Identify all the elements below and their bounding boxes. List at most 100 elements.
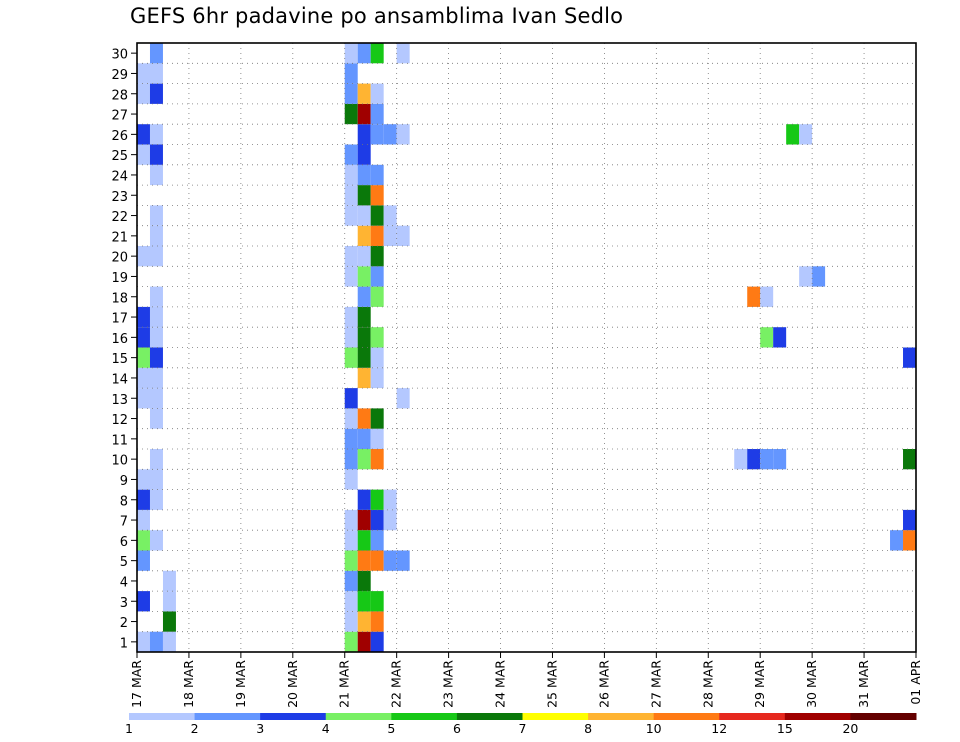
- heatmap-cell: [149, 225, 163, 246]
- heatmap-cell: [747, 449, 761, 470]
- heatmap-cell: [370, 124, 384, 145]
- heatmap-cell: [357, 428, 371, 449]
- heatmap-cell: [149, 63, 163, 84]
- heatmap-cell: [137, 489, 150, 510]
- y-tick-label: 5: [120, 555, 128, 570]
- heatmap-cell: [812, 266, 826, 287]
- heatmap-cell: [799, 266, 813, 287]
- heatmap-cell: [903, 449, 916, 470]
- heatmap-cell: [357, 631, 371, 652]
- y-tick-label: 16: [111, 332, 128, 347]
- heatmap-cell: [149, 246, 163, 267]
- colorbar-label: 12: [711, 721, 727, 736]
- heatmap-cell: [357, 611, 371, 632]
- heatmap-cell: [760, 449, 774, 470]
- x-tick-label: 18 MAR: [181, 660, 196, 708]
- heatmap-cells: [137, 43, 916, 652]
- heatmap-cell: [357, 367, 371, 389]
- y-tick-label: 13: [111, 393, 128, 408]
- heatmap-cell: [357, 570, 371, 592]
- colorbar-label: 7: [519, 721, 527, 736]
- y-tick-label: 12: [111, 413, 128, 428]
- heatmap-cell: [370, 631, 384, 652]
- heatmap-cell: [137, 246, 150, 267]
- heatmap-cell: [383, 550, 397, 571]
- y-tick-label: 19: [111, 271, 128, 286]
- x-tick-label: 25 MAR: [544, 660, 559, 708]
- heatmap-cell: [357, 591, 371, 612]
- heatmap-cell: [344, 388, 358, 409]
- heatmap-cell: [370, 509, 384, 531]
- colorbar-segment: [456, 713, 523, 720]
- y-tick-label: 18: [111, 291, 128, 306]
- y-tick-label: 4: [120, 575, 128, 590]
- heatmap-cell: [370, 286, 384, 307]
- heatmap-cell: [357, 246, 371, 267]
- y-tick-label: 14: [111, 372, 128, 387]
- heatmap-cell: [370, 489, 384, 510]
- colorbar-segment: [260, 713, 327, 720]
- colorbar-segment: [588, 713, 655, 720]
- colorbar-segment: [129, 713, 196, 720]
- y-tick-label: 27: [111, 109, 128, 124]
- heatmap-cell: [344, 83, 358, 104]
- heatmap-cell: [370, 367, 384, 389]
- heatmap-cell: [137, 367, 150, 389]
- x-tick-label: 30 MAR: [804, 660, 819, 708]
- heatmap-cell: [370, 550, 384, 571]
- heatmap-cell: [383, 225, 397, 246]
- heatmap-cell: [370, 103, 384, 125]
- heatmap-cell: [149, 530, 163, 551]
- heatmap-cell: [344, 246, 358, 267]
- heatmap-cell: [370, 449, 384, 470]
- heatmap-cell: [344, 144, 358, 165]
- y-tick-label: 8: [120, 494, 128, 509]
- heatmap-cell: [344, 185, 358, 206]
- y-tick-label: 24: [111, 169, 128, 184]
- heatmap-cell: [357, 408, 371, 429]
- x-tick-label: 22 MAR: [389, 660, 404, 708]
- x-tick-label: 17 MAR: [129, 660, 144, 708]
- heatmap-cell: [370, 43, 384, 64]
- heatmap-cell: [357, 124, 371, 145]
- y-tick-label: 2: [120, 616, 128, 631]
- heatmap-cell: [357, 449, 371, 470]
- x-tick-label: 21 MAR: [337, 660, 352, 708]
- heatmap-cell: [162, 631, 176, 652]
- y-tick-label: 11: [111, 433, 128, 448]
- heatmap-cell: [344, 327, 358, 348]
- heatmap-cell: [357, 327, 371, 348]
- heatmap-cell: [344, 306, 358, 328]
- heatmap-cell: [137, 124, 150, 145]
- colorbar-segment: [194, 713, 261, 720]
- heatmap-cell: [396, 124, 410, 145]
- heatmap-cell: [344, 530, 358, 551]
- heatmap-cell: [370, 83, 384, 104]
- heatmap-cell: [799, 124, 813, 145]
- heatmap-cell: [760, 327, 774, 348]
- heatmap-cell: [370, 225, 384, 246]
- colorbar-segment: [522, 713, 589, 720]
- heatmap-cell: [137, 530, 150, 551]
- colorbar-label: 5: [387, 721, 395, 736]
- y-tick-label: 26: [111, 129, 128, 144]
- y-tick-label: 23: [111, 190, 128, 205]
- y-tick-label: 6: [120, 535, 128, 550]
- y-tick-label: 21: [111, 230, 128, 245]
- y-tick-label: 9: [120, 474, 128, 489]
- heatmap-cell: [357, 225, 371, 246]
- heatmap-cell: [149, 43, 163, 64]
- heatmap-cell: [344, 509, 358, 531]
- heatmap-cell: [344, 591, 358, 612]
- heatmap-cell: [357, 144, 371, 165]
- heatmap-cell: [149, 205, 163, 226]
- x-axis-ticks: 17 MAR 18 MAR 19 MAR 20 MAR 21 MAR 22 MAR 23 M…: [129, 652, 923, 708]
- heatmap-cell: [344, 570, 358, 592]
- heatmap-cell: [383, 509, 397, 531]
- y-tick-label: 28: [111, 88, 128, 103]
- heatmap-cell: [344, 164, 358, 186]
- x-tick-label: 29 MAR: [752, 660, 767, 708]
- heatmap-cell: [137, 63, 150, 84]
- heatmap-cell: [773, 449, 787, 470]
